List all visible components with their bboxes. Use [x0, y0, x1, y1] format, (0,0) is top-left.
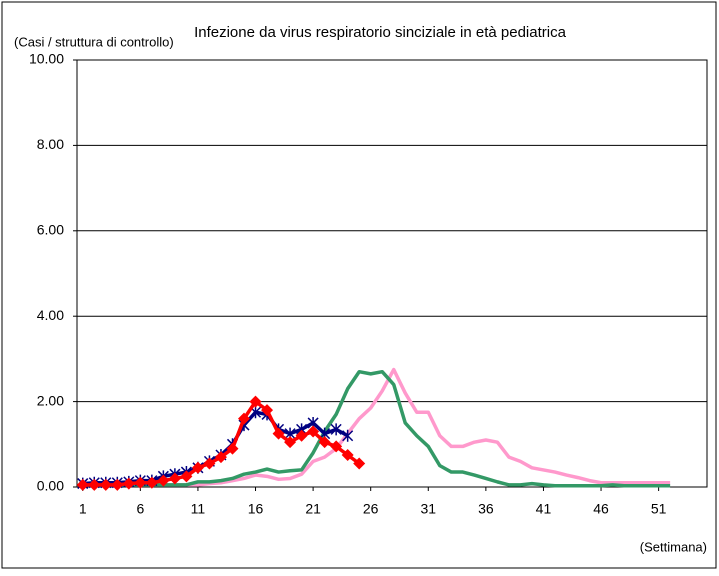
y-tick-label: 6.00	[37, 222, 64, 238]
plot-area	[76, 59, 708, 488]
marker	[168, 472, 181, 485]
marker	[214, 451, 227, 464]
marker	[330, 423, 342, 436]
marker	[88, 478, 101, 491]
marker	[272, 427, 285, 440]
marker	[318, 436, 331, 449]
marker	[180, 470, 193, 483]
x-tick-label: 21	[305, 501, 321, 517]
y-tick-label: 8.00	[37, 136, 64, 152]
y-tick-label: 0.00	[37, 478, 64, 494]
x-tick-label: 31	[420, 501, 436, 517]
y-tick-label: 4.00	[37, 307, 64, 323]
series-line	[82, 410, 349, 486]
marker	[203, 457, 216, 470]
marker	[157, 474, 170, 487]
marker	[76, 478, 89, 491]
x-tick-label: 36	[478, 501, 494, 517]
x-tick-label: 11	[191, 501, 206, 517]
marker	[249, 395, 262, 408]
marker	[122, 477, 135, 490]
x-tick-label: 51	[651, 501, 667, 517]
y-tick-label: 10.00	[29, 51, 64, 67]
y-axis-label: (Casi / struttura di controllo)	[14, 34, 174, 49]
marker	[191, 461, 204, 474]
series-line	[82, 369, 671, 488]
x-tick-label: 16	[248, 501, 264, 517]
x-tick-label: 41	[536, 501, 552, 517]
marker	[261, 404, 274, 417]
x-tick-label: 26	[363, 501, 379, 517]
y-tick-label: 2.00	[37, 392, 64, 408]
marker	[330, 440, 343, 453]
marker	[353, 457, 366, 470]
marker	[111, 478, 124, 491]
marker	[99, 478, 112, 491]
marker	[307, 425, 320, 438]
marker	[145, 476, 158, 489]
x-tick-label: 46	[593, 501, 609, 517]
x-tick-label: 1	[79, 501, 87, 517]
x-axis-label: (Settimana)	[640, 539, 707, 554]
marker	[134, 476, 147, 489]
marker	[341, 448, 354, 461]
series-line	[82, 367, 671, 487]
marker	[295, 429, 308, 442]
marker	[342, 429, 354, 442]
marker	[226, 442, 239, 455]
x-tick-label: 6	[136, 501, 144, 517]
marker	[238, 412, 251, 425]
marker	[284, 436, 297, 449]
chart-title: Infezione da virus respiratorio sincizia…	[194, 24, 567, 41]
